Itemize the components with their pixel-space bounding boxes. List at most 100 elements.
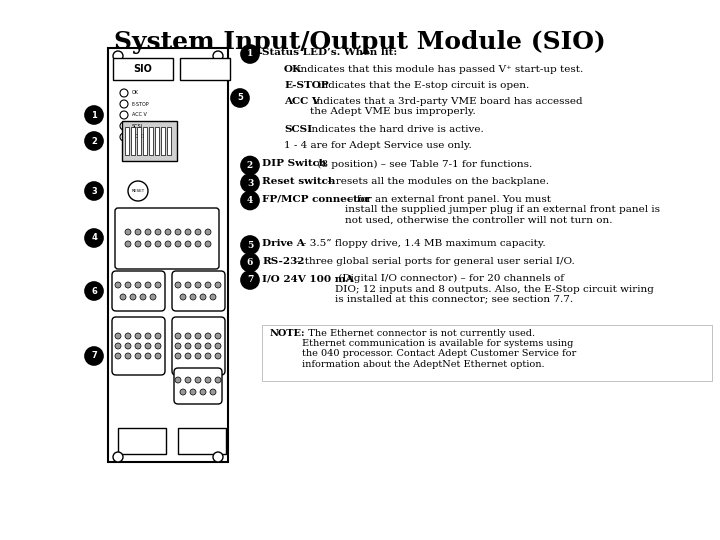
Circle shape (205, 241, 211, 247)
FancyBboxPatch shape (112, 271, 165, 311)
Text: 5: 5 (237, 93, 243, 103)
FancyBboxPatch shape (172, 271, 225, 311)
Circle shape (115, 353, 121, 359)
Circle shape (185, 229, 191, 235)
Bar (167, 127, 171, 155)
Text: Reset switch: Reset switch (262, 177, 336, 186)
Circle shape (241, 253, 259, 272)
Circle shape (85, 229, 103, 247)
Circle shape (190, 294, 196, 300)
Circle shape (145, 282, 151, 288)
Circle shape (205, 229, 211, 235)
Text: SCSI1: SCSI1 (132, 134, 146, 139)
Text: RESET: RESET (131, 189, 145, 193)
Circle shape (185, 241, 191, 247)
Circle shape (145, 333, 151, 339)
Circle shape (241, 45, 259, 63)
Circle shape (185, 343, 191, 349)
Circle shape (85, 347, 103, 365)
Circle shape (145, 241, 151, 247)
FancyBboxPatch shape (115, 208, 219, 269)
FancyBboxPatch shape (112, 317, 165, 375)
Circle shape (185, 377, 191, 383)
Bar (155, 127, 159, 155)
Text: SCSI: SCSI (132, 124, 143, 129)
Text: (8 position) – see Table 7-1 for functions.: (8 position) – see Table 7-1 for functio… (314, 159, 532, 168)
Bar (108, 48, 228, 462)
Text: indicates that the E-stop circuit is open.: indicates that the E-stop circuit is ope… (315, 81, 529, 90)
Text: FP/MCP connector: FP/MCP connector (262, 194, 370, 204)
Circle shape (85, 106, 103, 124)
Circle shape (155, 241, 161, 247)
Circle shape (210, 294, 216, 300)
Bar (143, 127, 147, 155)
Circle shape (195, 282, 201, 288)
Text: 6: 6 (91, 287, 97, 295)
Circle shape (215, 282, 221, 288)
Circle shape (125, 282, 131, 288)
Circle shape (128, 181, 148, 201)
Circle shape (130, 294, 136, 300)
Circle shape (213, 452, 223, 462)
Circle shape (135, 282, 141, 288)
Text: E-STOP: E-STOP (284, 81, 328, 90)
Circle shape (145, 343, 151, 349)
Circle shape (205, 333, 211, 339)
Text: The Ethernet connector is not currently used.
Ethernet communication is availabl: The Ethernet connector is not currently … (302, 328, 576, 369)
Circle shape (155, 353, 161, 359)
Text: System Input/Output Module (SIO): System Input/Output Module (SIO) (114, 30, 606, 54)
Circle shape (175, 229, 181, 235)
Circle shape (185, 353, 191, 359)
Bar (178, 428, 226, 454)
Text: SIO: SIO (134, 64, 153, 74)
Text: ACC V: ACC V (284, 97, 320, 105)
Text: Status LED’s. When lit:: Status LED’s. When lit: (262, 48, 397, 57)
FancyBboxPatch shape (172, 317, 225, 375)
Text: 1: 1 (91, 111, 97, 119)
Circle shape (120, 89, 128, 97)
Circle shape (120, 122, 128, 130)
Circle shape (231, 89, 249, 107)
Text: 7: 7 (247, 275, 253, 285)
Text: NOTE:: NOTE: (270, 328, 305, 338)
Text: indicates the hard drive is active.: indicates the hard drive is active. (305, 125, 484, 134)
Text: SCSI: SCSI (284, 125, 312, 134)
Text: ACC V: ACC V (132, 112, 147, 118)
Circle shape (155, 343, 161, 349)
Text: 4: 4 (247, 196, 253, 205)
Circle shape (135, 241, 141, 247)
FancyBboxPatch shape (174, 368, 222, 404)
Circle shape (210, 389, 216, 395)
Text: E-STOP: E-STOP (132, 102, 150, 106)
Circle shape (175, 241, 181, 247)
Circle shape (85, 132, 103, 150)
Circle shape (145, 353, 151, 359)
Circle shape (120, 100, 128, 108)
Bar (161, 127, 165, 155)
Circle shape (185, 333, 191, 339)
Circle shape (205, 377, 211, 383)
Circle shape (85, 182, 103, 200)
Circle shape (155, 282, 161, 288)
Text: 5: 5 (247, 240, 253, 249)
Text: – 3.5” floppy drive, 1.4 MB maximum capacity.: – 3.5” floppy drive, 1.4 MB maximum capa… (298, 239, 546, 248)
Circle shape (135, 343, 141, 349)
Text: 2: 2 (247, 161, 253, 170)
Circle shape (140, 294, 146, 300)
Bar (122, 121, 177, 161)
Circle shape (115, 343, 121, 349)
Circle shape (120, 111, 128, 119)
Circle shape (113, 51, 123, 61)
Circle shape (241, 192, 259, 210)
Circle shape (241, 157, 259, 174)
Text: Drive A: Drive A (262, 239, 305, 248)
Circle shape (155, 229, 161, 235)
Text: 1 - 4 are for Adept Service use only.: 1 - 4 are for Adept Service use only. (284, 141, 472, 150)
Bar (180, 58, 230, 80)
Text: (Digital I/O connector) – for 20 channels of
DIO; 12 inputs and 8 outputs. Also,: (Digital I/O connector) – for 20 channel… (335, 274, 654, 304)
Circle shape (213, 51, 223, 61)
Circle shape (195, 333, 201, 339)
Circle shape (205, 343, 211, 349)
Circle shape (185, 282, 191, 288)
Circle shape (135, 353, 141, 359)
